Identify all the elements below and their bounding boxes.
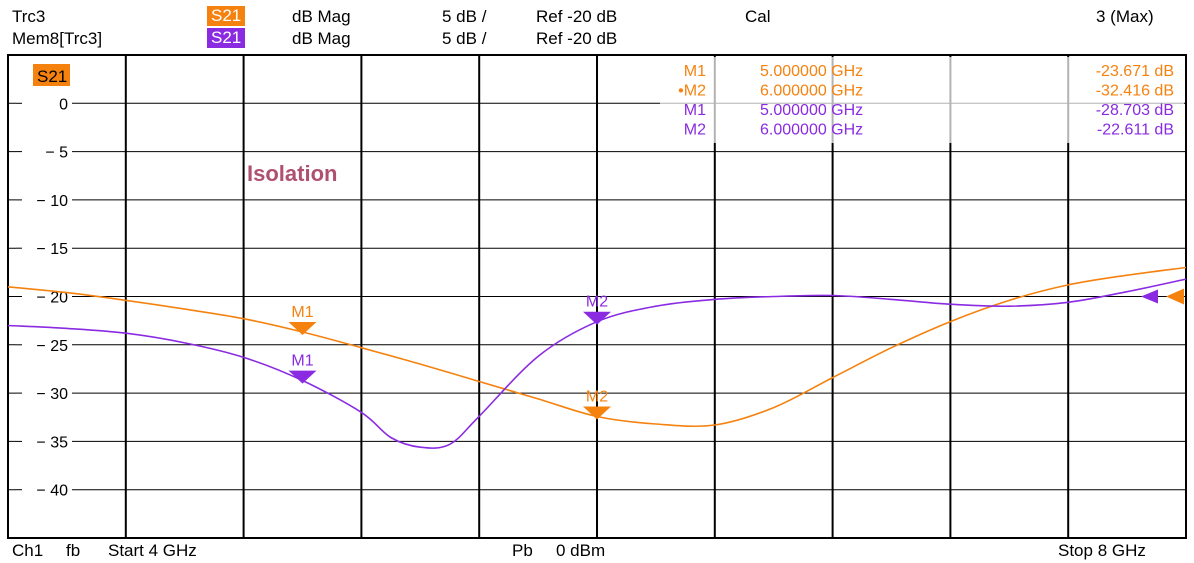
marker-m1-triangle[interactable] <box>288 321 317 335</box>
marker-m1-label: M1 <box>291 304 313 321</box>
ref-level-arrow-mem8 <box>1141 289 1158 304</box>
y-tick-label: − 20 <box>36 290 68 307</box>
y-tick-label: − 30 <box>36 386 68 403</box>
scale-label[interactable]: 5 dB / <box>442 29 487 48</box>
grid-frame <box>7 54 1187 539</box>
isolation-annotation: Isolation <box>247 161 337 186</box>
marker-table-name: M1 <box>684 63 706 80</box>
y-tick-label: − 35 <box>36 434 68 451</box>
marker-table-name: M1 <box>684 102 706 119</box>
trace-label: S21 <box>37 67 67 86</box>
ref-label[interactable]: Ref -20 dB <box>536 29 618 48</box>
trace-header: Trc3 S21 dB Mag 5 dB / Ref -20 dB Cal 3 … <box>0 0 1194 55</box>
reference-level-indicators <box>1141 288 1184 305</box>
marker-table-value: -22.611 dB <box>1097 122 1174 139</box>
trace-name: Trc3 <box>12 7 46 26</box>
marker-table-bg <box>660 57 1184 143</box>
tick-label-bg <box>16 479 72 500</box>
tick-label-bg <box>16 238 72 259</box>
start-frequency[interactable]: Start 4 GHz <box>108 541 197 560</box>
series-layer <box>7 266 1187 449</box>
format-label[interactable]: dB Mag <box>292 29 351 48</box>
y-tick-label: − 25 <box>36 338 68 355</box>
parameter-badge[interactable]: S21 <box>207 28 246 48</box>
marker-table-frequency: 6.000000 GHz <box>760 122 863 139</box>
tick-label-bg <box>16 286 72 307</box>
tick-label-bg <box>16 141 72 162</box>
y-tick-label: − 5 <box>45 145 68 162</box>
parameter-badge[interactable]: S21 <box>207 6 246 26</box>
marker-m2-triangle[interactable] <box>583 406 611 420</box>
marker-m1-label: M1 <box>291 353 313 370</box>
marker-info-table[interactable]: M1 5.000000 GHz -23.671 dB •M2 6.000000 GHz -… <box>660 57 1184 143</box>
y-tick-label: − 15 <box>36 241 68 258</box>
diagram-info: 3 (Max) <box>1096 7 1154 26</box>
marker-table-row[interactable]: M1 5.000000 GHz -28.703 dB <box>684 102 1174 119</box>
trace-name: Mem8[Trc3] <box>12 29 103 48</box>
y-tick-label: − 40 <box>36 483 68 500</box>
format-label[interactable]: dB Mag <box>292 7 351 26</box>
tick-label-bg <box>16 383 72 404</box>
tick-label-bg <box>16 189 72 210</box>
marker-table-row[interactable]: M2 6.000000 GHz -22.611 dB <box>684 122 1174 139</box>
power-label: Pb <box>512 541 533 560</box>
ref-label[interactable]: Ref -20 dB <box>536 7 618 26</box>
marker-table-row[interactable]: •M2 6.000000 GHz -32.416 dB <box>678 83 1174 100</box>
channel-label[interactable]: Ch1 <box>12 541 44 560</box>
y-axis-ticks: 0 − 5 − 10 − 15 − 20 − 25 − 30 − 35 − 40 <box>16 93 72 500</box>
stop-frequency[interactable]: Stop 8 GHz <box>1058 541 1146 560</box>
series-line-mem8 <box>7 278 1187 449</box>
tick-label-bg <box>16 93 72 114</box>
marker-table-value: -23.671 dB <box>1096 63 1174 80</box>
y-tick-label: − 10 <box>36 193 68 210</box>
source-power[interactable]: 0 dBm <box>556 541 606 560</box>
ref-level-arrow-trc3 <box>1166 288 1184 305</box>
marker-m2-label: M2 <box>586 294 608 311</box>
trace-row-mem8[interactable]: Mem8[Trc3] S21 dB Mag 5 dB / Ref -20 dB <box>0 28 1194 50</box>
marker-table-frequency: 5.000000 GHz <box>760 63 863 80</box>
marker-table-name: •M2 <box>678 83 706 100</box>
markers-layer[interactable]: M1 M2 M1 M2 <box>288 294 612 420</box>
marker-m2-triangle[interactable] <box>583 311 611 325</box>
trace-mode: fb <box>66 541 81 560</box>
grid <box>7 54 1187 539</box>
tick-label-bg <box>16 334 72 355</box>
trace-label-badge[interactable] <box>33 64 70 86</box>
marker-table-value: -32.416 dB <box>1096 83 1174 100</box>
marker-m2-label: M2 <box>586 388 608 405</box>
marker-table-frequency: 6.000000 GHz <box>760 83 863 100</box>
y-tick-label: 0 <box>59 96 68 113</box>
tick-label-bg <box>16 431 72 452</box>
series-line-trc3 <box>7 266 1187 428</box>
marker-table-value: -28.703 dB <box>1096 102 1174 119</box>
scale-label[interactable]: 5 dB / <box>442 7 487 26</box>
trace-row-trc3[interactable]: Trc3 S21 dB Mag 5 dB / Ref -20 dB Cal 3 … <box>0 6 1194 28</box>
marker-m1-triangle[interactable] <box>288 370 317 384</box>
channel-footer: Ch1 fb Start 4 GHz Pb 0 dBm Stop 8 GHz <box>0 538 1194 563</box>
marker-table-frequency: 5.000000 GHz <box>760 102 863 119</box>
marker-table-row[interactable]: M1 5.000000 GHz -23.671 dB <box>684 63 1174 80</box>
marker-table-name: M2 <box>684 122 706 139</box>
cal-label: Cal <box>745 7 771 26</box>
